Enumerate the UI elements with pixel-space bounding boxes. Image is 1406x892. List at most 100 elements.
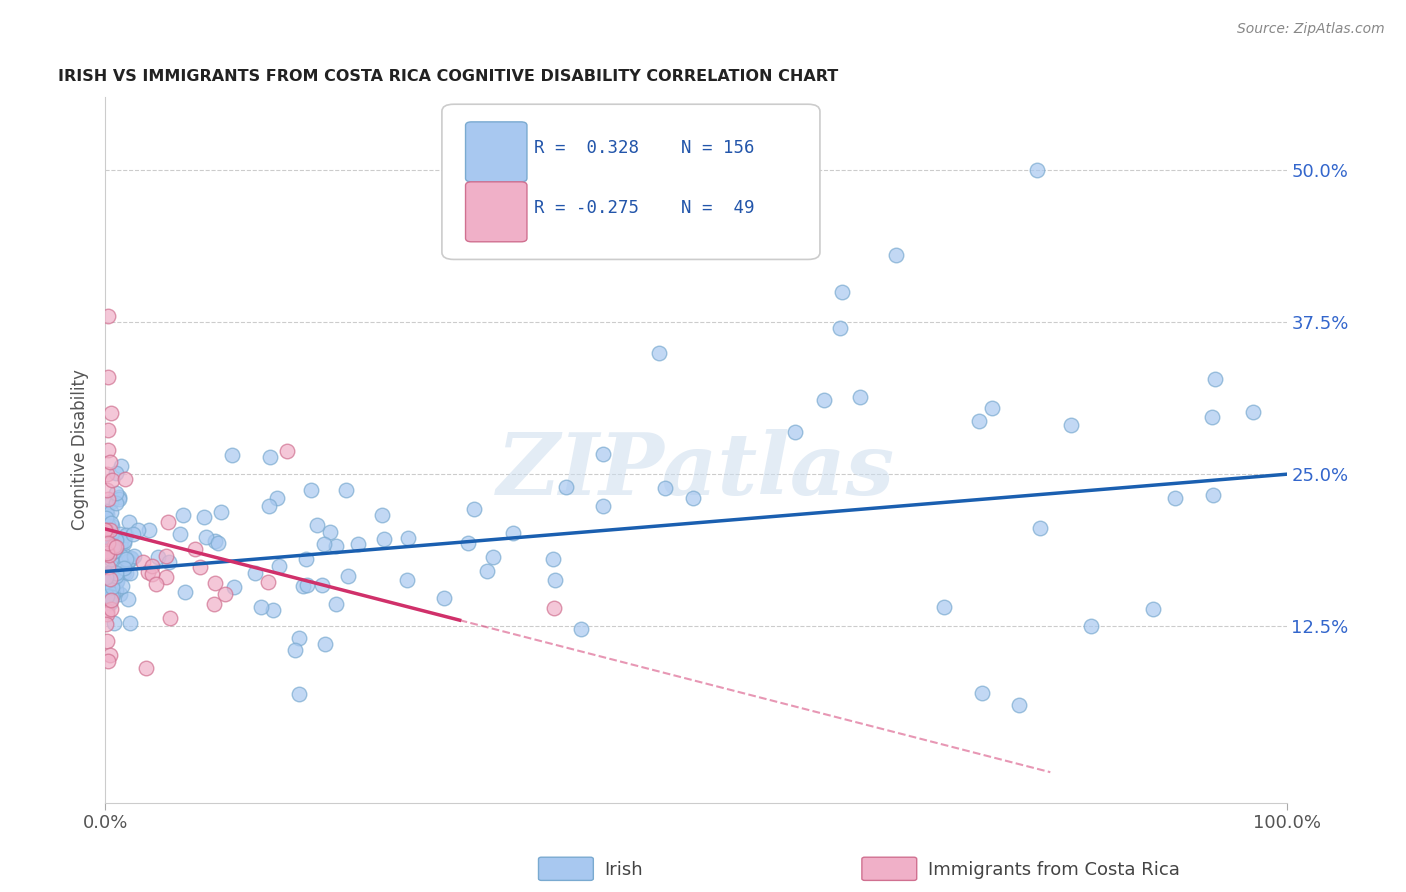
Point [221, 448, 243, 462]
Point [831, 285, 853, 299]
Point [188, 559, 211, 574]
Point [101, 473, 124, 487]
Point [117, 553, 139, 567]
Point [96, 483, 118, 498]
Point [373, 532, 395, 546]
Point [592, 447, 614, 461]
Text: ZIPatlas: ZIPatlas [496, 429, 896, 513]
Point [94, 523, 117, 537]
Point [97, 492, 120, 507]
Point [94, 510, 117, 524]
Point [101, 587, 124, 601]
Point [98, 567, 121, 582]
Point [120, 615, 142, 630]
Point [396, 531, 419, 545]
Point [1080, 619, 1102, 633]
Point [105, 574, 128, 588]
Point [1243, 404, 1265, 418]
Point [97, 536, 120, 550]
Point [204, 575, 226, 590]
Point [1029, 520, 1052, 534]
Point [112, 536, 135, 550]
Point [202, 598, 225, 612]
Point [114, 566, 136, 581]
Point [103, 616, 125, 631]
Point [98, 455, 121, 469]
Point [100, 648, 122, 662]
Point [117, 591, 139, 606]
Point [100, 406, 122, 420]
Point [108, 491, 131, 506]
Point [502, 525, 524, 540]
Point [848, 390, 870, 404]
Point [104, 466, 127, 480]
Point [195, 530, 218, 544]
Y-axis label: Cognitive Disability: Cognitive Disability [72, 369, 89, 531]
Point [103, 580, 125, 594]
Point [94, 546, 117, 560]
Point [647, 345, 669, 359]
Point [105, 547, 128, 561]
Point [115, 559, 138, 574]
Point [112, 534, 135, 549]
Point [96, 570, 118, 584]
Point [101, 581, 124, 595]
Point [1204, 372, 1226, 386]
Point [259, 499, 281, 513]
Point [110, 536, 132, 550]
Point [98, 584, 121, 599]
Point [544, 573, 567, 587]
Text: R =  0.328    N = 156: R = 0.328 N = 156 [534, 139, 755, 157]
Point [284, 643, 307, 657]
Point [262, 603, 284, 617]
Point [311, 578, 333, 592]
FancyBboxPatch shape [441, 104, 820, 260]
Point [105, 486, 128, 500]
Text: Source: ZipAtlas.com: Source: ZipAtlas.com [1237, 22, 1385, 37]
Point [96, 546, 118, 560]
Point [104, 568, 127, 582]
Point [101, 564, 124, 578]
Point [94, 523, 117, 537]
Point [115, 552, 138, 566]
Point [100, 590, 122, 604]
Point [433, 591, 456, 606]
Point [97, 582, 120, 596]
Point [94, 616, 117, 631]
Point [100, 565, 122, 579]
Point [100, 602, 122, 616]
Point [1164, 491, 1187, 505]
Point [100, 590, 122, 604]
Point [120, 550, 142, 565]
Point [148, 550, 170, 565]
Point [335, 483, 357, 497]
Point [117, 515, 139, 529]
Point [98, 548, 121, 562]
Point [96, 607, 118, 622]
Text: R = -0.275    N =  49: R = -0.275 N = 49 [534, 199, 755, 217]
Point [94, 504, 117, 518]
Point [1025, 163, 1047, 178]
Point [457, 536, 479, 550]
Text: Immigrants from Costa Rica: Immigrants from Costa Rica [928, 861, 1180, 879]
Point [886, 248, 908, 262]
Point [101, 531, 124, 545]
Point [204, 534, 226, 549]
Point [97, 654, 120, 668]
Point [105, 582, 128, 597]
Point [112, 565, 135, 579]
Text: IRISH VS IMMIGRANTS FROM COSTA RICA COGNITIVE DISABILITY CORRELATION CHART: IRISH VS IMMIGRANTS FROM COSTA RICA COGN… [58, 69, 838, 84]
Point [97, 560, 120, 574]
Point [682, 491, 704, 505]
Point [104, 566, 127, 581]
Point [1008, 698, 1031, 713]
Point [96, 508, 118, 522]
Point [100, 495, 122, 509]
Point [463, 502, 485, 516]
Point [569, 623, 592, 637]
Point [541, 551, 564, 566]
Point [287, 632, 309, 646]
Point [104, 533, 127, 548]
Point [94, 594, 117, 608]
Point [371, 508, 394, 522]
